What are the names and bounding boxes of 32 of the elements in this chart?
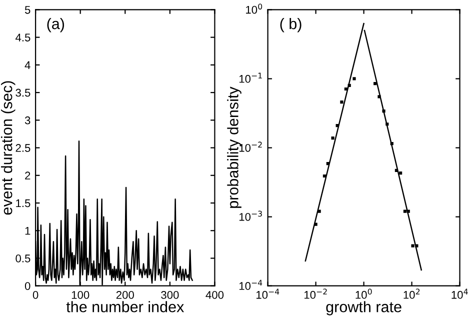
y-tick-label: 10$^{0}$ bbox=[246, 4, 262, 14]
x-tick-label: 400 bbox=[206, 291, 224, 299]
x-tick-label: 10$^{2}$ bbox=[404, 288, 420, 299]
y-tick-label: 4 bbox=[24, 61, 30, 69]
annotation: (a) bbox=[47, 18, 64, 32]
x-tick-label: 100 bbox=[72, 291, 90, 299]
x-axis-title: the number index bbox=[66, 301, 184, 312]
y-tick-label: 10$^{−2}$ bbox=[239, 142, 262, 152]
y-axis-title: probability density bbox=[227, 86, 242, 208]
x-tick-label: 10$^{−2}$ bbox=[304, 288, 327, 299]
x-tick-label: 0 bbox=[32, 291, 38, 299]
y-axis-title: event duration (sec) bbox=[1, 81, 16, 215]
y-tick-label: 3 bbox=[24, 116, 30, 124]
y-tick-label: 2.5 bbox=[16, 144, 30, 152]
y-tick-label: 4.5 bbox=[16, 34, 30, 42]
y-tick-label: 0 bbox=[24, 282, 30, 290]
y-tick-label: 2 bbox=[25, 172, 30, 180]
y-tick-label: 10$^{−3}$ bbox=[239, 210, 262, 221]
y-tick-label: 0.5 bbox=[16, 254, 30, 262]
y-tick-label: 1 bbox=[25, 227, 30, 235]
y-tick-label: 5 bbox=[24, 6, 30, 14]
y-tick-label: 10$^{−1}$ bbox=[239, 72, 262, 83]
x-tick-label: 10$^{−4}$ bbox=[256, 288, 280, 299]
y-tick-label: 1.5 bbox=[16, 199, 30, 208]
y-tick-label: 10$^{−4}$ bbox=[239, 280, 262, 290]
x-axis-title: growth rate bbox=[326, 301, 402, 316]
x-tick-label: 10$^{0}$ bbox=[356, 288, 372, 299]
annotation: ( b) bbox=[280, 18, 302, 32]
x-tick-label: 10$^{4}$ bbox=[452, 288, 468, 299]
x-tick-label: 300 bbox=[161, 291, 179, 299]
x-tick-label: 200 bbox=[116, 291, 134, 299]
y-tick-label: 3.5 bbox=[16, 88, 30, 97]
